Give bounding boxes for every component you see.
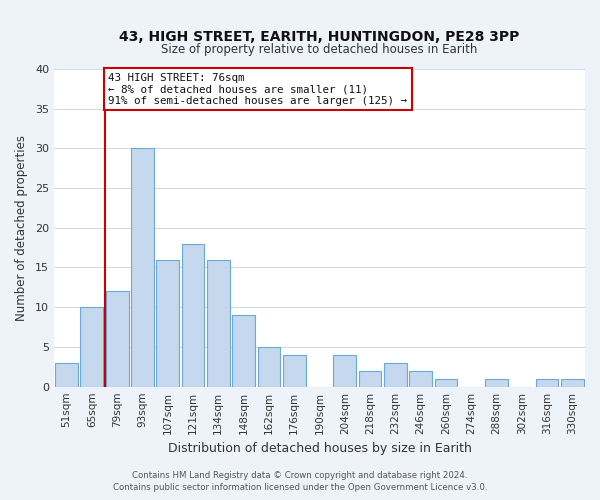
Bar <box>409 371 432 386</box>
Bar <box>434 378 457 386</box>
Text: Size of property relative to detached houses in Earith: Size of property relative to detached ho… <box>161 43 478 56</box>
Bar <box>131 148 154 386</box>
Text: Contains HM Land Registry data © Crown copyright and database right 2024.
Contai: Contains HM Land Registry data © Crown c… <box>113 471 487 492</box>
Bar <box>561 378 584 386</box>
Title: 43, HIGH STREET, EARITH, HUNTINGDON, PE28 3PP: 43, HIGH STREET, EARITH, HUNTINGDON, PE2… <box>119 30 520 44</box>
Bar <box>207 260 230 386</box>
Text: 43 HIGH STREET: 76sqm
← 8% of detached houses are smaller (11)
91% of semi-detac: 43 HIGH STREET: 76sqm ← 8% of detached h… <box>109 73 407 106</box>
Bar <box>257 347 280 387</box>
Bar <box>80 307 103 386</box>
Bar <box>232 315 255 386</box>
Bar <box>359 371 382 386</box>
Bar <box>283 355 305 386</box>
Bar <box>157 260 179 386</box>
Bar <box>182 244 205 386</box>
Bar <box>485 378 508 386</box>
Y-axis label: Number of detached properties: Number of detached properties <box>15 134 28 320</box>
Bar <box>384 363 407 386</box>
Bar <box>536 378 559 386</box>
X-axis label: Distribution of detached houses by size in Earith: Distribution of detached houses by size … <box>167 442 472 455</box>
Bar <box>106 292 128 386</box>
Bar <box>334 355 356 386</box>
Bar <box>55 363 78 386</box>
